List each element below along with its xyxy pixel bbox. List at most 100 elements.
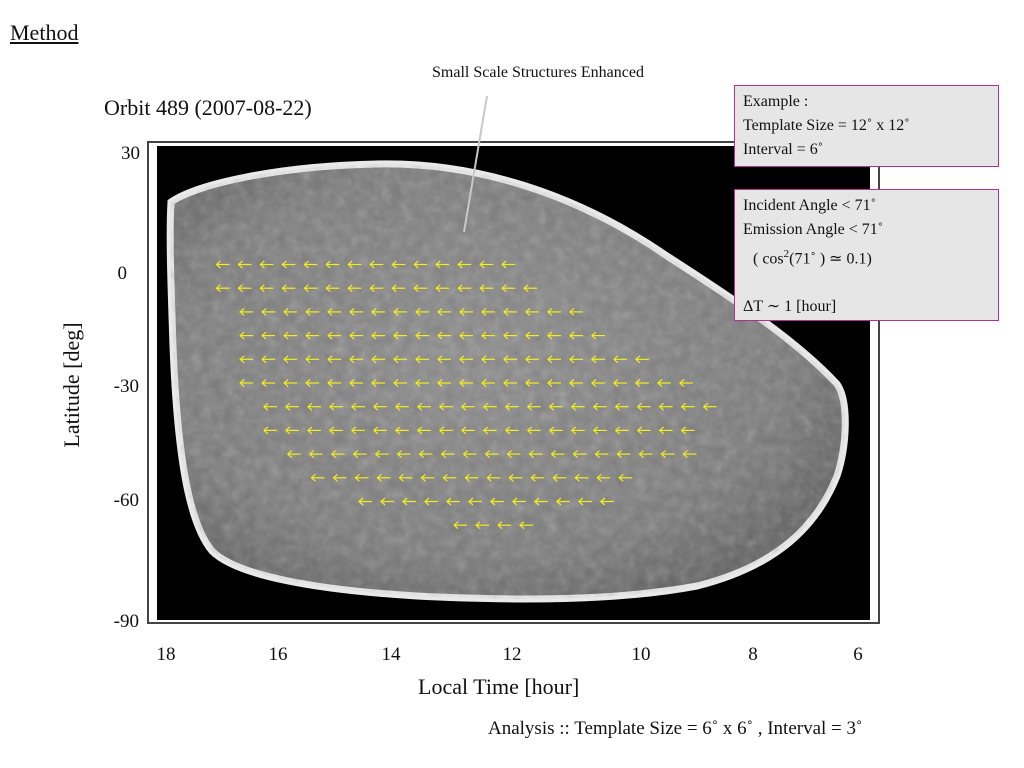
velocity-arrow [660,450,675,459]
velocity-arrow [570,402,585,411]
velocity-arrow [486,473,501,482]
velocity-arrow [446,497,460,506]
velocity-arrow [305,379,320,387]
velocity-arrow [261,307,276,316]
velocity-arrow [352,450,367,459]
velocity-arrow [391,284,406,293]
x-axis-label: Local Time [hour] [418,674,580,699]
velocity-arrow [437,307,452,316]
velocity-arrow [459,355,474,364]
cos-suffix: (71˚ ) ≃ 0.1) [789,250,872,268]
velocity-arrow [555,497,570,506]
velocity-arrow [442,473,457,482]
velocity-arrow [548,426,563,435]
velocity-arrow [285,402,299,411]
velocity-arrow [237,260,252,269]
velocity-arrow [591,379,605,387]
velocity-arrow [656,379,671,387]
velocity-arrow [281,284,296,293]
velocity-arrow [327,307,342,316]
y-tick-label: 0 [117,263,128,284]
velocity-arrow [332,473,347,482]
velocity-arrow [530,473,545,482]
velocity-arrow [481,307,496,316]
velocity-arrow [569,379,583,387]
velocity-arrow [636,402,651,411]
x-tick-label: 12 [502,644,522,665]
velocity-arrow [435,284,450,293]
velocity-arrow [504,426,519,435]
velocity-arrow [519,521,534,530]
cos-formula: ( cos2(71˚ ) ≃ 0.1) [743,242,990,271]
velocity-arrow [416,402,431,411]
velocity-arrow [347,260,362,269]
velocity-arrow [482,426,497,435]
velocity-arrow [303,260,318,269]
velocity-arrow [393,307,408,316]
cos-prefix: ( cos [753,250,784,268]
velocity-arrow [437,355,452,364]
incident-angle: Incident Angle < 71˚ [743,197,876,214]
velocity-arrow [358,497,373,506]
velocity-arrow [547,331,561,340]
plot-area [157,146,870,620]
velocity-arrow [283,379,298,387]
velocity-arrow [416,426,431,435]
velocity-arrow [475,521,490,530]
velocity-arrow [614,426,629,435]
velocity-arrow [413,284,428,293]
velocity-arrow [239,379,254,387]
velocity-vectors [215,260,717,530]
velocity-arrow [638,450,653,459]
velocity-arrow [369,260,384,269]
velocity-arrow [525,307,539,316]
velocity-arrow [525,331,539,340]
velocity-arrow [327,331,342,340]
velocity-arrow [634,379,649,387]
velocity-arrow [374,450,389,459]
velocity-arrow [506,450,521,459]
aurora-image [166,160,849,603]
velocity-arrow [372,402,387,411]
velocity-arrow [490,497,504,506]
velocity-arrow [391,260,406,269]
velocity-arrow [574,473,589,482]
velocity-arrow [503,355,517,364]
velocity-arrow [305,307,320,316]
velocity-arrow [263,426,277,435]
analysis-caption: Analysis :: Template Size = 6˚ x 6˚ , In… [488,718,863,739]
velocity-arrow [415,307,430,316]
velocity-arrow [420,473,435,482]
velocity-arrow [327,355,342,364]
velocity-arrow [371,379,386,387]
velocity-arrow [393,379,408,387]
velocity-arrow [481,331,496,340]
velocity-arrow [372,426,387,435]
velocity-arrow [418,450,433,459]
velocity-arrow [569,355,583,364]
angles-box: Incident Angle < 71˚ Emission Angle < 71… [734,189,999,321]
y-tick-label: 30 [121,143,140,164]
velocity-arrow [350,426,365,435]
velocity-arrow [354,473,369,482]
velocity-arrow [424,497,438,506]
velocity-arrow [572,450,587,459]
velocity-arrow [503,331,517,340]
velocity-arrow [680,402,695,411]
velocity-arrow [283,355,298,364]
velocity-arrow [261,331,276,340]
velocity-arrow [481,355,496,364]
velocity-arrow [376,473,391,482]
x-tick-label: 6 [853,644,863,665]
velocity-arrow [550,450,565,459]
velocity-arrow [634,355,649,364]
velocity-arrow [393,355,408,364]
velocity-arrow [415,355,430,364]
velocity-arrow [658,426,673,435]
velocity-arrow [215,260,230,269]
velocity-arrow [239,331,254,340]
velocity-arrow [503,307,517,316]
velocity-arrow [569,331,583,340]
velocity-arrow [682,450,697,459]
velocity-arrow [577,497,592,506]
